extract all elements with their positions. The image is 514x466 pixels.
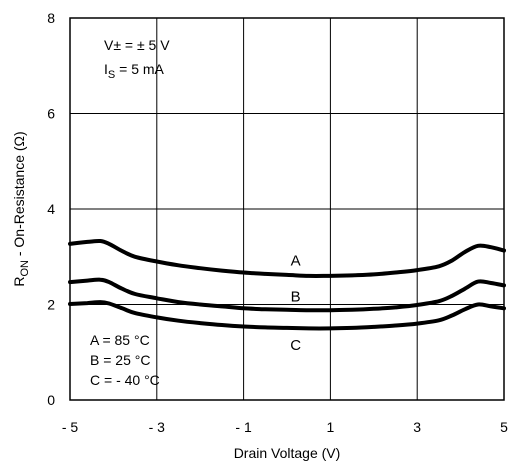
y-axis-label-subscript: ON (19, 260, 31, 277)
x-tick-label: 5 (500, 419, 508, 435)
series-line-b (68, 277, 506, 313)
x-tick-label: - 5 (62, 419, 79, 435)
legend-text-b: B = 25 °C (90, 352, 150, 368)
curve-label-a: A (291, 253, 301, 270)
tick-labels: - 5 - 3 - 1 1 3 5 0 2 4 6 8 (47, 10, 508, 435)
y-axis-label-symbol: R (11, 277, 27, 287)
x-tick-label: - 3 (149, 419, 166, 435)
curve-label-c: C (290, 337, 301, 354)
y-axis-label-text: - On-Resistance (Ω) (11, 131, 27, 260)
y-axis-label: RON - On-Resistance (Ω) (11, 131, 31, 286)
y-tick-label: 4 (47, 201, 55, 217)
x-tick-label: 3 (413, 419, 421, 435)
x-tick-label: - 1 (235, 419, 252, 435)
plot-frame (69, 17, 505, 401)
y-tick-label: 2 (47, 297, 55, 313)
condition-supply-text: V± = ± 5 V (104, 37, 170, 53)
condition-current-text: IS = 5 mA (104, 61, 165, 81)
series-lines: A B C (68, 238, 506, 354)
series-line-a (68, 238, 506, 278)
legend-text-c: C = - 40 °C (90, 372, 160, 388)
y-tick-label: 0 (47, 392, 55, 408)
condition-current-value: = 5 mA (115, 61, 164, 77)
condition-current-symbol: I (104, 61, 108, 77)
curve-label-b: B (291, 288, 301, 305)
x-axis-label: Drain Voltage (V) (234, 445, 341, 461)
y-tick-label: 6 (47, 106, 55, 122)
condition-current-subscript: S (108, 69, 115, 81)
x-tick-label: 1 (327, 419, 335, 435)
y-tick-label: 8 (47, 10, 55, 26)
legend-text-a: A = 85 °C (90, 332, 150, 348)
series-line-c (68, 300, 506, 331)
